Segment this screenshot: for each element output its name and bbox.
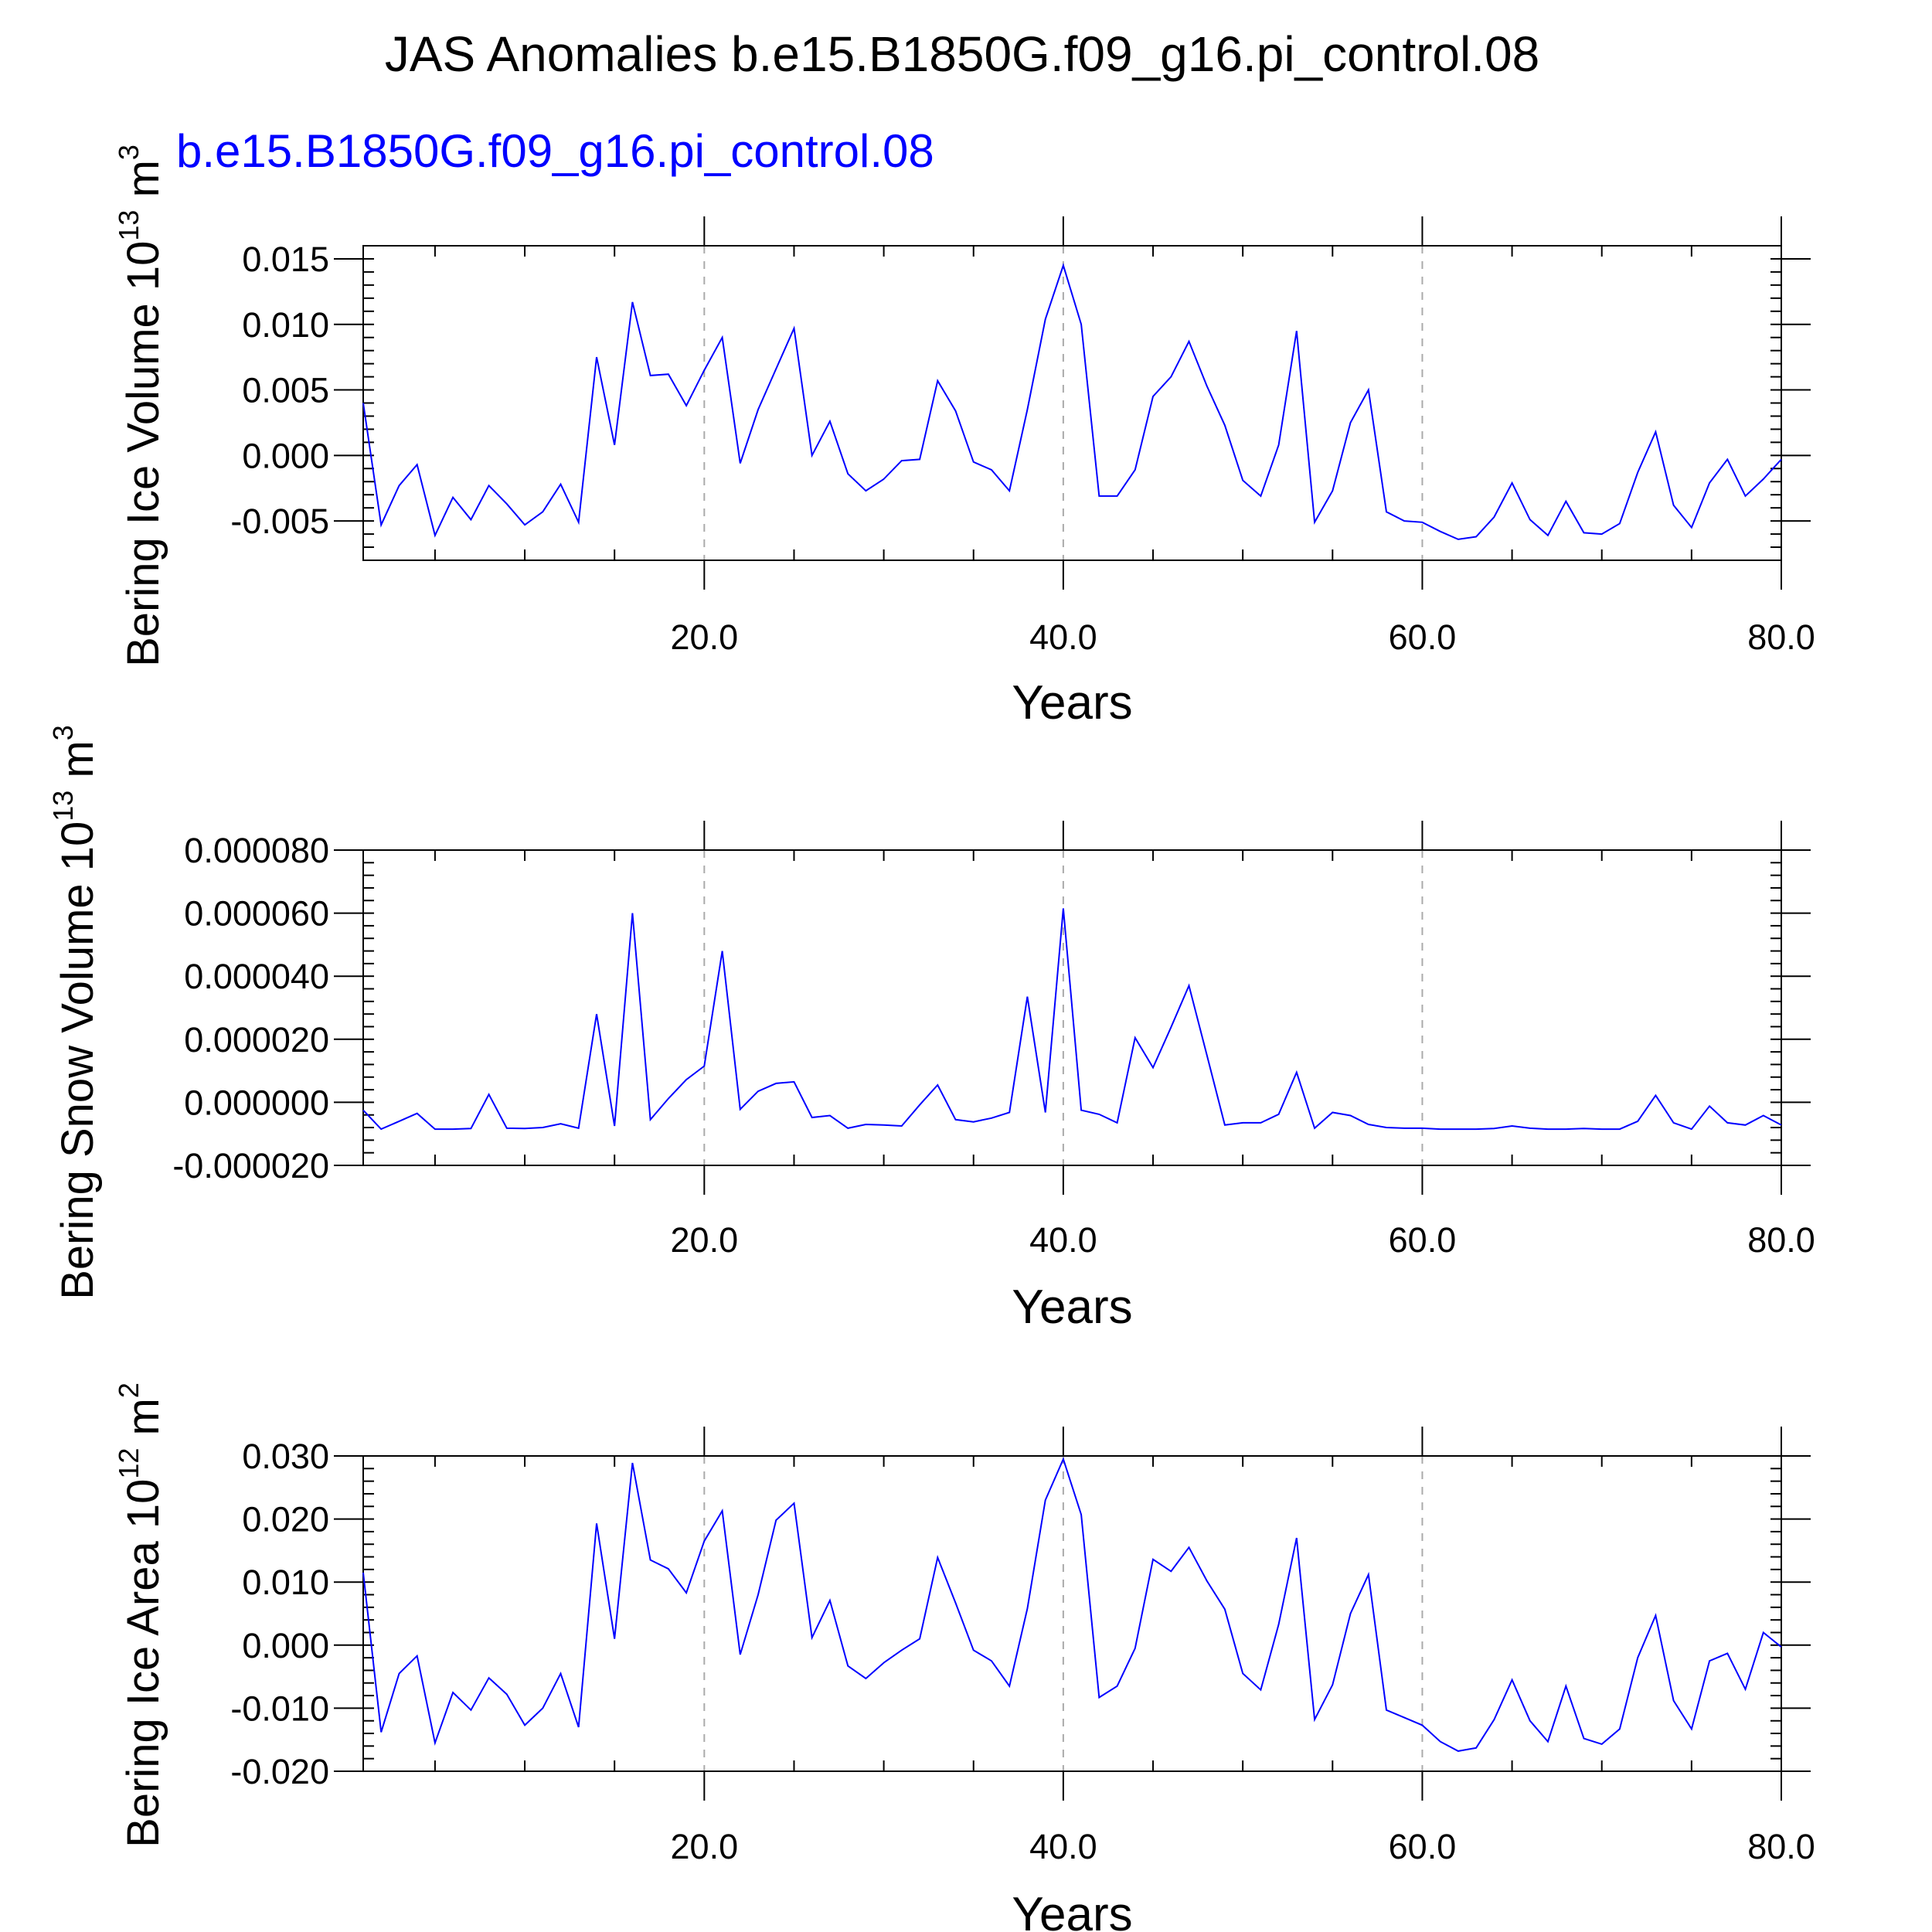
x-tick-label: 60.0	[1389, 1220, 1457, 1260]
x-tick-label: 40.0	[1029, 1827, 1097, 1866]
x-tick-label: 80.0	[1747, 617, 1815, 657]
y-tick-label: -0.005	[230, 502, 329, 541]
x-axis-label: Years	[1012, 1281, 1132, 1334]
plot-frame	[362, 849, 1782, 1166]
x-tick-label: 40.0	[1029, 1220, 1097, 1260]
x-tick-label: 80.0	[1747, 1220, 1815, 1260]
series-line	[362, 263, 1782, 540]
panels: 20.0 40.0 60.0 80.0 -0.005 0.000 0.005 0.010 0.0…	[47, 145, 1815, 1932]
y-tick-label: 0.000	[242, 436, 329, 475]
x-axis-label: Years	[1012, 676, 1132, 730]
y-axis-label: Bering Ice Area 1012 m2	[113, 1383, 168, 1848]
y-axis-label: Bering Ice Volume 1013 m3	[113, 145, 168, 667]
y-tick-label: 0.000	[242, 1626, 329, 1665]
series-line	[362, 1457, 1782, 1752]
y-tick-label: 0.000000	[184, 1083, 329, 1122]
x-tick-label: 60.0	[1389, 1827, 1457, 1866]
figure-title: JAS Anomalies b.e15.B1850G.f09_g16.pi_co…	[385, 26, 1539, 82]
y-tick-label: -0.000020	[172, 1146, 329, 1185]
x-tick-label: 20.0	[671, 1827, 739, 1866]
y-tick-label: -0.020	[230, 1752, 329, 1791]
y-axis-label: Bering Snow Volume 1013 m3	[47, 725, 103, 1300]
y-tick-label: 0.000020	[184, 1020, 329, 1060]
x-tick-label: 80.0	[1747, 1827, 1815, 1866]
y-tick-label: 0.000040	[184, 957, 329, 996]
plot-frame	[362, 1455, 1782, 1772]
y-tick-label: 0.000080	[184, 831, 329, 870]
chart-panel-2: 20.0 40.0 60.0 80.0 -0.000020 0.000000 0.00002…	[47, 725, 1815, 1334]
figure-subtitle: b.e15.B1850G.f09_g16.pi_control.08	[176, 125, 934, 177]
y-tick-label: 0.020	[242, 1500, 329, 1539]
y-tick-label: 0.010	[242, 305, 329, 345]
y-tick-label: 0.010	[242, 1563, 329, 1602]
y-tick-label: 0.030	[242, 1437, 329, 1476]
x-axis-label: Years	[1012, 1888, 1132, 1932]
y-tick-label: -0.010	[230, 1689, 329, 1728]
series-line	[362, 908, 1782, 1131]
x-tick-label: 20.0	[671, 1220, 739, 1260]
x-tick-label: 60.0	[1389, 617, 1457, 657]
x-tick-label: 20.0	[671, 617, 739, 657]
x-tick-label: 40.0	[1029, 617, 1097, 657]
y-tick-label: 0.005	[242, 371, 329, 410]
chart-panel-3: 20.0 40.0 60.0 80.0 -0.020 -0.010 0.000 0.010 0.…	[113, 1383, 1815, 1932]
chart-panel-1: 20.0 40.0 60.0 80.0 -0.005 0.000 0.005 0.010 0.0…	[113, 145, 1815, 730]
y-tick-label: 0.015	[242, 240, 329, 279]
y-tick-label: 0.000060	[184, 894, 329, 934]
